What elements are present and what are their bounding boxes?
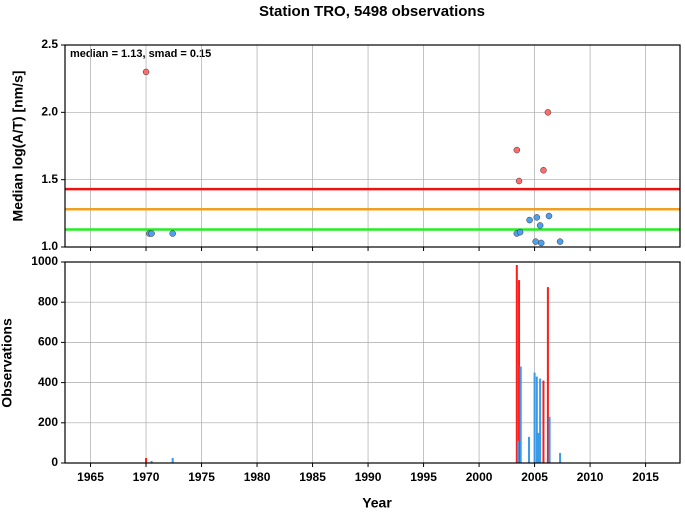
bar: [546, 287, 549, 463]
y-tick-label: 2.5: [41, 37, 58, 51]
x-tick-label: 1970: [133, 470, 160, 484]
x-tick-label: 2010: [577, 470, 604, 484]
y-tick-label: 1.0: [41, 239, 58, 253]
bar: [150, 460, 153, 463]
point: [540, 166, 547, 174]
y-tick-label: 1000: [31, 254, 58, 268]
x-tick-label: 1975: [188, 470, 215, 484]
bar: [519, 366, 522, 463]
point: [545, 212, 553, 220]
bar: [539, 378, 542, 463]
point: [513, 146, 521, 154]
x-axis-label: Year: [362, 495, 392, 511]
point: [532, 238, 539, 245]
x-tick-label: 1990: [355, 470, 382, 484]
point: [533, 214, 541, 221]
y-tick-label: 600: [38, 335, 58, 349]
bar: [171, 457, 174, 463]
y-tick-label: 200: [38, 415, 58, 429]
bar: [533, 372, 536, 463]
chart-title: Station TRO, 5498 observations: [259, 3, 485, 20]
point: [516, 228, 524, 236]
point: [142, 68, 150, 76]
y-tick-label: 0: [51, 455, 58, 469]
point: [169, 230, 176, 237]
y-axis-label: Median log(A/T) [nm/s]: [10, 71, 26, 222]
bar: [537, 432, 540, 463]
point: [556, 238, 564, 245]
y-tick-label: 2.0: [41, 105, 58, 119]
point: [537, 239, 545, 247]
point: [536, 222, 544, 229]
x-tick-label: 2005: [521, 470, 548, 484]
plot-frame: [64, 44, 681, 248]
x-tick-label: 1995: [410, 470, 437, 484]
bar: [515, 265, 518, 463]
y-tick-label: 400: [38, 375, 58, 389]
bar: [542, 380, 545, 463]
point: [526, 216, 533, 224]
bar: [535, 376, 538, 463]
y-tick-label: 1.5: [41, 172, 58, 186]
x-tick-label: 1980: [244, 470, 271, 484]
bar: [516, 440, 519, 463]
x-tick-label: 2015: [632, 470, 659, 484]
annotation: median = 1.13, smad = 0.15: [70, 48, 211, 60]
bar: [559, 452, 562, 463]
y-axis-label: Observations: [0, 318, 15, 408]
point: [515, 177, 523, 185]
bar: [548, 416, 551, 463]
x-tick-label: 1965: [77, 470, 104, 484]
y-tick-label: 800: [38, 294, 58, 308]
point: [148, 230, 155, 237]
point: [544, 109, 552, 116]
bar: [528, 436, 531, 463]
bar: [145, 457, 148, 463]
x-tick-label: 1985: [299, 470, 326, 484]
x-tick-label: 2000: [466, 470, 493, 484]
bar: [518, 280, 521, 463]
plot-frame: [64, 261, 681, 464]
